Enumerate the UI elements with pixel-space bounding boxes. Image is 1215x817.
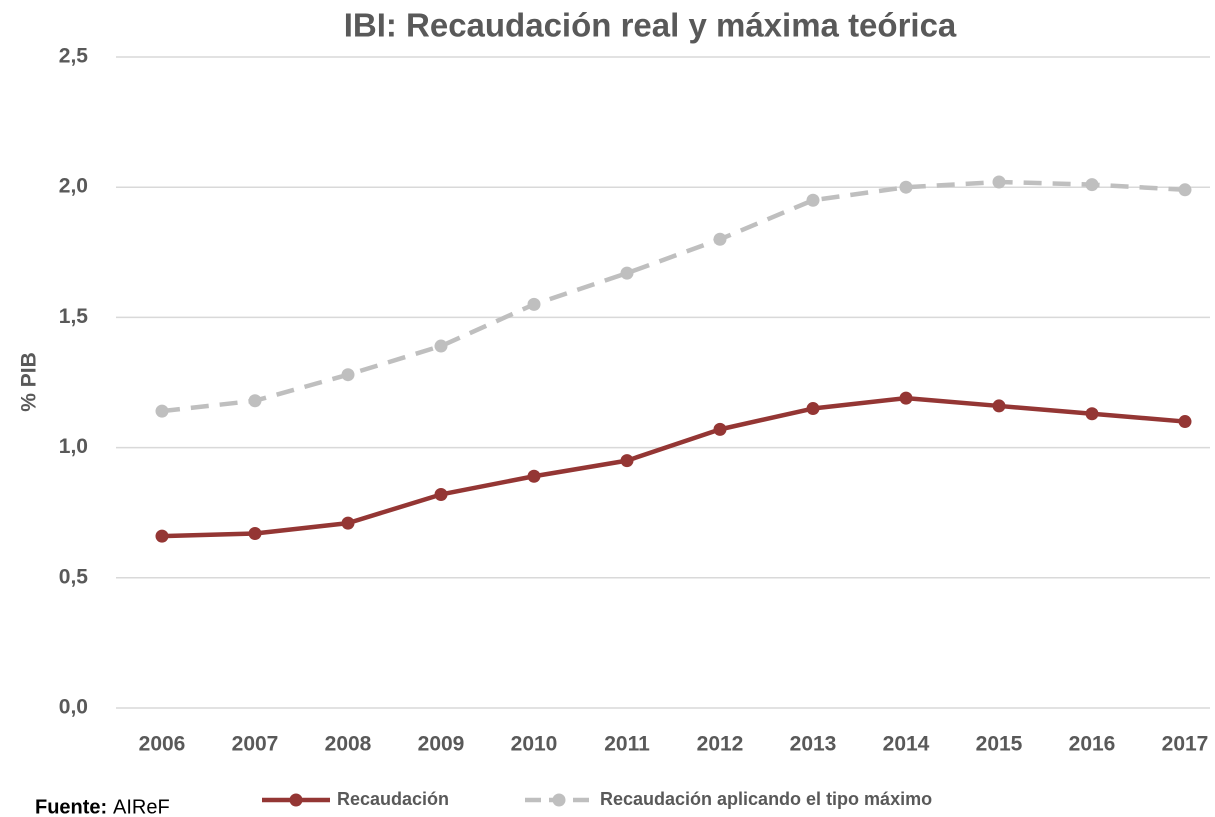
y-tick-label: 0,0 (59, 696, 88, 719)
data-point (713, 232, 727, 246)
x-tick-label: 2015 (976, 733, 1023, 756)
legend-label: Recaudación (337, 789, 449, 809)
x-tick-label: 2014 (883, 733, 930, 756)
data-point (806, 402, 820, 416)
x-tick-label: 2010 (511, 733, 558, 756)
x-tick-label: 2007 (232, 733, 279, 756)
data-point (248, 527, 262, 541)
data-point (1085, 407, 1099, 421)
data-point (248, 394, 262, 408)
y-axis-label: % PIB (18, 352, 41, 412)
series-line (161, 395, 1186, 539)
data-point (434, 339, 448, 353)
data-point (620, 454, 634, 468)
x-tick-label: 2009 (418, 733, 465, 756)
x-tick-label: 2011 (604, 733, 650, 756)
data-point (527, 469, 541, 483)
data-point (806, 193, 820, 207)
source: AIReF (113, 796, 170, 817)
x-tick-label: 2012 (697, 733, 744, 756)
data-point (620, 266, 634, 280)
data-point (899, 391, 913, 405)
y-tick-label: 2,5 (59, 45, 89, 68)
data-point (527, 297, 541, 311)
x-tick-label: 2013 (790, 733, 837, 756)
data-point (155, 404, 169, 418)
data-point (992, 399, 1006, 413)
chart-title: IBI: Recaudación real y máxima teórica (344, 7, 957, 44)
legend-marker (552, 793, 566, 807)
data-point (341, 516, 355, 530)
x-tick-label: 2017 (1162, 733, 1209, 756)
x-tick-label: 2008 (325, 733, 372, 756)
data-point (1085, 178, 1099, 192)
legend-label: Recaudación aplicando el tipo máximo (600, 789, 932, 809)
y-tick-label: 1,5 (59, 305, 89, 328)
data-point (1178, 415, 1192, 429)
source-label: Fuente: (35, 796, 107, 817)
x-tick-label: 2006 (139, 733, 186, 756)
data-point (434, 487, 448, 501)
y-tick-label: 1,0 (59, 435, 88, 458)
x-tick-label: 2016 (1069, 733, 1116, 756)
data-point (713, 422, 727, 436)
legend-marker (289, 793, 303, 807)
y-tick-label: 2,0 (59, 175, 88, 198)
data-point (899, 180, 913, 194)
data-point (992, 175, 1006, 189)
data-point (155, 529, 169, 543)
series-line (161, 179, 1186, 414)
data-point (1178, 183, 1192, 197)
y-tick-label: 0,5 (59, 565, 89, 588)
data-point (341, 368, 355, 382)
